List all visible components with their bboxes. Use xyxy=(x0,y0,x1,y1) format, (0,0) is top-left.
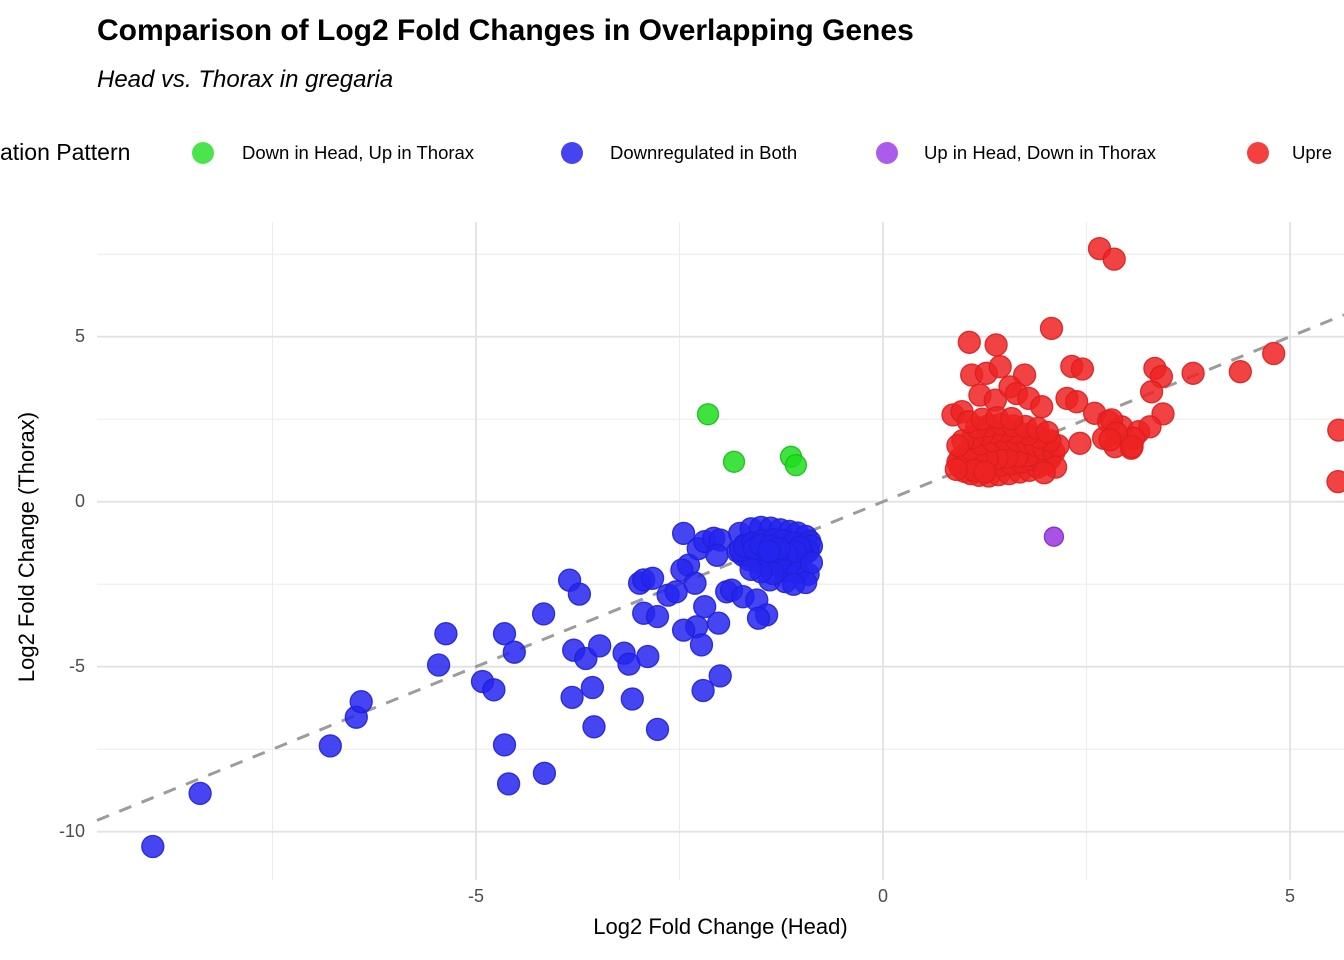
data-point xyxy=(1326,469,1344,494)
legend-item-label: Up in Head, Down in Thorax xyxy=(924,142,1157,163)
data-point xyxy=(1327,418,1344,442)
y-tick-label: 5 xyxy=(74,325,85,346)
x-tick-label: 5 xyxy=(1284,886,1295,906)
data-point xyxy=(1098,428,1122,452)
data-point xyxy=(708,664,732,688)
data-point xyxy=(318,734,342,758)
data-point xyxy=(1228,360,1252,384)
legend-title: ation Pattern xyxy=(0,139,131,165)
data-point xyxy=(1065,390,1089,414)
data-point xyxy=(580,675,605,700)
data-point xyxy=(944,457,968,482)
data-point xyxy=(705,543,729,567)
data-point xyxy=(188,781,212,806)
data-point xyxy=(560,685,584,710)
data-point xyxy=(645,717,670,742)
y-tick-label: -10 xyxy=(58,820,85,841)
data-point xyxy=(722,450,746,473)
data-point xyxy=(640,566,665,590)
data-point xyxy=(1068,431,1092,455)
data-point xyxy=(1262,341,1286,366)
data-point xyxy=(999,406,1024,431)
legend-dot-icon xyxy=(876,142,898,164)
legend: ation Pattern Down in Head, Up in Thorax… xyxy=(0,131,1344,175)
data-point xyxy=(567,582,592,606)
data-point xyxy=(620,687,644,711)
data-point xyxy=(1120,434,1144,459)
data-point xyxy=(1139,380,1164,404)
data-point xyxy=(496,772,521,796)
data-point xyxy=(683,571,707,595)
data-point xyxy=(696,403,720,426)
legend-dot-icon xyxy=(192,142,214,164)
data-point xyxy=(957,330,981,354)
data-point xyxy=(973,460,997,484)
data-point xyxy=(492,622,517,646)
identity-reference-line xyxy=(96,313,1344,822)
data-point xyxy=(693,594,717,619)
data-point xyxy=(1070,357,1095,381)
legend-dot-icon xyxy=(561,142,583,164)
data-point xyxy=(671,618,696,642)
data-point xyxy=(739,557,763,582)
data-point xyxy=(946,433,970,458)
data-point xyxy=(482,678,506,702)
data-point xyxy=(746,606,771,630)
chart-subtitle: Head vs. Thorax in gregaria xyxy=(97,66,394,93)
data-point xyxy=(636,644,660,669)
data-point xyxy=(691,678,715,703)
x-axis-title: Log2 Fold Change (Head) xyxy=(593,914,848,939)
chart-title: Comparison of Log2 Fold Changes in Overl… xyxy=(97,14,914,47)
data-point xyxy=(706,611,731,635)
legend-item-label: Down in Head, Up in Thorax xyxy=(242,142,475,163)
data-point xyxy=(1102,247,1126,271)
y-tick-label: 0 xyxy=(74,490,85,511)
data-point xyxy=(141,834,165,859)
data-point xyxy=(582,715,606,739)
data-point xyxy=(426,653,451,677)
data-point xyxy=(784,453,808,477)
legend-item-label: Upre xyxy=(1292,142,1333,163)
data-point xyxy=(532,761,557,785)
data-point xyxy=(781,572,806,596)
data-point xyxy=(988,355,1012,379)
data-point xyxy=(984,333,1008,357)
data-point xyxy=(531,602,556,626)
data-point xyxy=(502,640,526,664)
data-point xyxy=(1181,361,1205,385)
data-point xyxy=(799,551,824,575)
data-point xyxy=(349,690,373,714)
data-point xyxy=(757,539,781,563)
data-point xyxy=(588,634,612,658)
data-point xyxy=(1032,461,1056,485)
data-point xyxy=(1030,395,1054,419)
data-point xyxy=(1039,316,1064,341)
data-point xyxy=(1043,526,1065,547)
data-point xyxy=(1035,420,1060,445)
data-point xyxy=(671,521,696,546)
data-point xyxy=(492,733,517,757)
y-tick-label: -5 xyxy=(68,655,85,676)
legend-dot-icon xyxy=(1247,142,1269,164)
legend-item-label: Downregulated in Both xyxy=(610,142,798,163)
data-point xyxy=(645,604,670,629)
x-tick-label: 0 xyxy=(877,886,888,906)
x-tick-label: -5 xyxy=(467,886,484,906)
data-point xyxy=(1138,415,1162,439)
y-axis-title: Log2 Fold Change (Thorax) xyxy=(14,411,39,683)
data-point xyxy=(434,622,458,646)
data-point xyxy=(689,633,714,657)
